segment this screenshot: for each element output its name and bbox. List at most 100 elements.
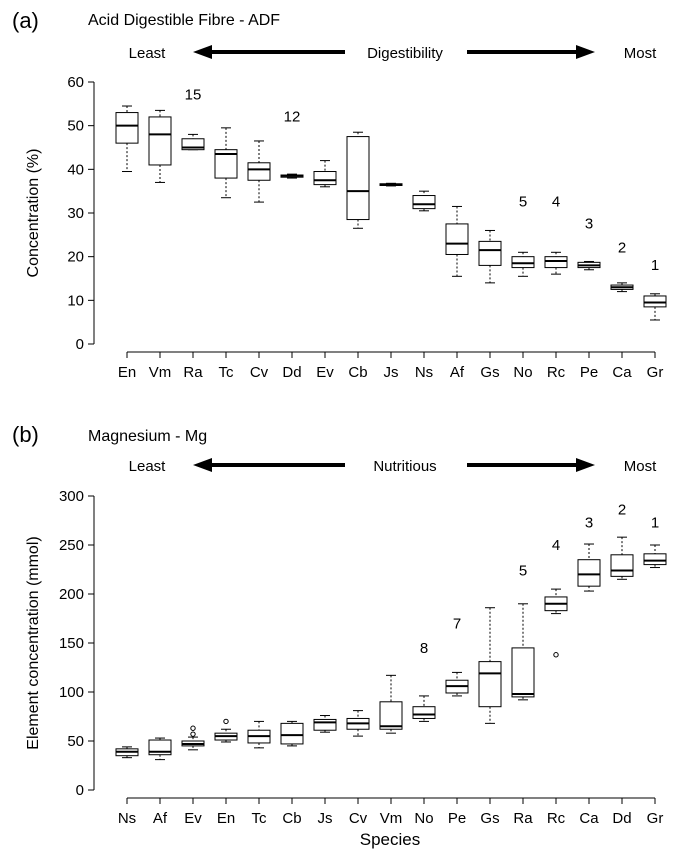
box-iqr [412,706,436,719]
gradient-center-label: Nutritious [373,458,436,475]
x-tick-label: Rc [547,810,566,827]
x-tick-label: Js [384,364,399,381]
x-tick-label: Rc [547,364,566,381]
rank-annotation: 3 [585,514,593,531]
box-Pe [577,260,601,271]
box-Af [445,205,469,277]
rank-annotation: 1 [651,514,659,531]
rank-annotation: 15 [185,86,202,103]
box-iqr [313,718,337,731]
panel-label: (b) [12,422,39,447]
y-tick-label: 30 [67,205,84,222]
gradient-left-label: Least [129,458,167,475]
box-Ca [577,543,601,592]
box-iqr [478,661,502,708]
panel-label: (a) [12,8,39,33]
gradient-left-label: Least [129,45,167,62]
panel-a: (a) Acid Digestible Fibre - ADF Least Diges… [12,8,667,381]
y-tick-label: 100 [59,684,84,701]
box-Vm [148,109,172,183]
box-Cv [247,140,271,203]
x-tick-label: Ns [415,364,433,381]
x-axis-title: Species [360,830,420,849]
x-tick-label: En [118,364,136,381]
box-iqr [610,554,634,577]
box-iqr [280,722,304,745]
box-iqr [313,171,337,186]
gradient-right-label: Most [624,458,657,475]
x-tick-label: Cv [349,810,368,827]
rank-annotation: 4 [552,193,560,210]
x-tick-label: Js [318,810,333,827]
box-iqr [214,149,238,179]
chart-title: Magnesium - Mg [88,428,207,445]
box-iqr [181,138,205,151]
box-En [214,718,238,743]
box-Gr [643,544,667,569]
box-Gs [478,229,502,284]
outlier-point [190,731,196,737]
y-tick-label: 60 [67,74,84,91]
box-Cb [280,720,304,747]
x-tick-label: No [513,364,532,381]
gradient-center-label: Digestibility [367,45,443,62]
box-Js [313,715,337,733]
x-tick-label: Ns [118,810,136,827]
box-iqr [511,647,535,698]
x-tick-label: Af [450,364,465,381]
box-Gr [643,293,667,321]
box-iqr [478,240,502,266]
box-iqr [445,223,469,255]
x-tick-label: Gs [480,364,499,381]
arrow-right-head [576,458,595,472]
box-Tc [247,720,271,749]
x-tick-label: Dd [612,810,631,827]
y-tick-label: 20 [67,249,84,266]
box-No [412,695,436,722]
box-iqr [643,295,667,308]
outlier-point [190,725,196,731]
rank-annotation: 5 [519,562,527,579]
rank-annotation: 5 [519,193,527,210]
chart-title: Acid Digestible Fibre - ADF [88,12,280,29]
x-tick-label: Pe [448,810,466,827]
x-tick-label: Ca [579,810,599,827]
box-Cv [346,710,370,737]
x-tick-label: Pe [580,364,598,381]
box-Ns [412,190,436,212]
box-Rc [544,251,568,275]
box-Ca [610,282,634,293]
rank-annotation: 3 [585,215,593,232]
box-iqr [511,256,535,269]
y-tick-label: 200 [59,586,84,603]
x-tick-label: Cb [348,364,367,381]
rank-annotation: 7 [453,615,461,632]
x-tick-label: Gr [647,810,664,827]
box-iqr [247,162,271,181]
y-tick-label: 300 [59,488,84,505]
rank-annotation: 4 [552,537,560,554]
rank-annotation: 2 [618,239,626,256]
x-tick-label: Cv [250,364,269,381]
arrow-left-head [193,458,212,472]
box-Ra [511,603,535,701]
box-Pe [445,671,469,697]
y-axis-title: Concentration (%) [25,149,42,278]
box-iqr [115,112,139,144]
x-tick-label: Cb [282,810,301,827]
box-iqr [643,553,667,566]
x-tick-label: Ca [612,364,632,381]
box-Vm [379,674,403,734]
x-tick-label: Gr [647,364,664,381]
rank-annotation: 12 [284,108,301,125]
x-tick-label: Gs [480,810,499,827]
box-Rc [544,588,568,658]
y-tick-label: 50 [67,118,84,135]
x-tick-label: En [217,810,235,827]
box-Ev [313,160,337,188]
y-tick-label: 0 [76,336,84,353]
box-iqr [577,559,601,587]
x-tick-label: No [414,810,433,827]
x-tick-label: Dd [282,364,301,381]
arrow-right-head [576,45,595,59]
